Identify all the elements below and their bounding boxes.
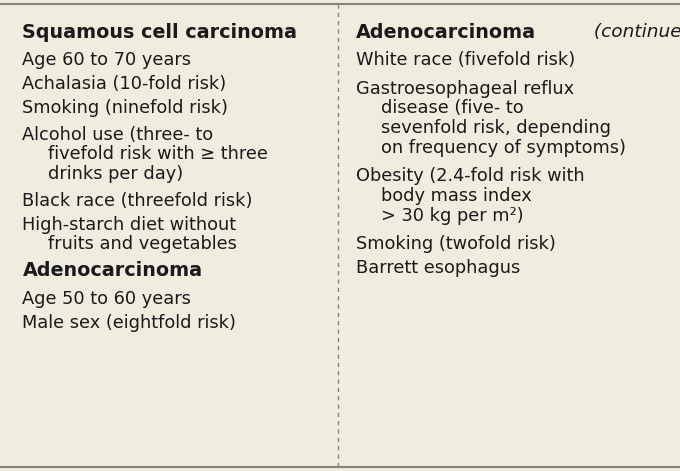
Text: drinks per day): drinks per day) (48, 165, 184, 183)
Text: Smoking (twofold risk): Smoking (twofold risk) (356, 235, 556, 253)
Text: Smoking (ninefold risk): Smoking (ninefold risk) (22, 99, 228, 117)
Text: Age 60 to 70 years: Age 60 to 70 years (22, 51, 192, 69)
Text: High-starch diet without: High-starch diet without (22, 216, 237, 234)
Text: White race (fivefold risk): White race (fivefold risk) (356, 51, 575, 69)
Text: Squamous cell carcinoma: Squamous cell carcinoma (22, 23, 297, 41)
Text: (continued): (continued) (588, 23, 680, 41)
Text: Age 50 to 60 years: Age 50 to 60 years (22, 290, 191, 308)
Text: fivefold risk with ≥ three: fivefold risk with ≥ three (48, 146, 268, 163)
Text: Black race (threefold risk): Black race (threefold risk) (22, 192, 253, 210)
Text: Barrett esophagus: Barrett esophagus (356, 259, 520, 277)
Text: sevenfold risk, depending: sevenfold risk, depending (381, 119, 611, 137)
Text: Alcohol use (three- to: Alcohol use (three- to (22, 126, 214, 144)
Text: Obesity (2.4-fold risk with: Obesity (2.4-fold risk with (356, 167, 584, 185)
Text: Gastroesophageal reflux: Gastroesophageal reflux (356, 80, 574, 97)
Text: > 30 kg per m²): > 30 kg per m²) (381, 207, 524, 225)
Text: Achalasia (10-fold risk): Achalasia (10-fold risk) (22, 75, 226, 93)
Text: disease (five- to: disease (five- to (381, 99, 524, 117)
Text: Male sex (eightfold risk): Male sex (eightfold risk) (22, 314, 237, 332)
Text: Adenocarcinoma: Adenocarcinoma (22, 261, 203, 280)
Text: Adenocarcinoma: Adenocarcinoma (356, 23, 536, 41)
Text: on frequency of symptoms): on frequency of symptoms) (381, 139, 626, 157)
Text: fruits and vegetables: fruits and vegetables (48, 236, 237, 253)
Text: body mass index: body mass index (381, 187, 532, 205)
